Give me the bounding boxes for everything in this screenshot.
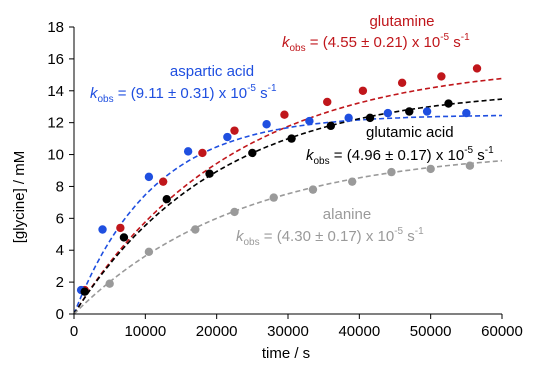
data-point-alanine xyxy=(426,164,435,174)
annotation-alanine: alanine kobs = (4.30 ± 0.17) x 10-5 s-1 xyxy=(236,206,424,248)
data-point-alanine xyxy=(144,247,154,257)
x-axis-title: time / s xyxy=(262,345,310,362)
y-tick-label: 4 xyxy=(56,242,64,259)
x-tick-label: 50000 xyxy=(410,323,452,340)
data-point-glutamic-acid xyxy=(287,134,296,143)
data-points xyxy=(76,64,482,296)
x-ticks: 0 10000 20000 30000 40000 50000 60000 xyxy=(70,314,523,340)
data-point-alanine xyxy=(105,279,114,288)
data-point-aspartic-acid xyxy=(262,120,271,129)
data-point-alanine xyxy=(308,185,318,194)
data-point-glutamic-acid xyxy=(365,113,375,123)
data-point-alanine xyxy=(269,193,278,202)
data-point-glutamic-acid xyxy=(205,169,214,178)
x-tick-label: 10000 xyxy=(124,323,166,340)
y-tick-label: 10 xyxy=(47,147,64,164)
data-point-glutamine xyxy=(397,78,407,88)
data-point-glutamine xyxy=(323,97,332,107)
data-point-glutamic-acid xyxy=(326,121,335,131)
y-tick-label: 18 xyxy=(47,19,64,36)
kobs-glutamine: kobs = (4.55 ± 0.21) x 10-5 s-1 xyxy=(282,32,470,54)
data-point-glutamic-acid xyxy=(119,233,129,242)
y-tick-label: 0 xyxy=(56,306,64,323)
x-tick-label: 20000 xyxy=(196,323,238,340)
data-point-glutamine xyxy=(198,148,207,158)
data-point-aspartic-acid xyxy=(344,113,353,123)
series-name-glutamic-acid: glutamic acid xyxy=(366,124,454,141)
data-point-glutamic-acid xyxy=(162,195,171,204)
annotation-glutamic-acid: glutamic acid kobs = (4.96 ± 0.17) x 10-… xyxy=(306,124,494,167)
data-point-alanine xyxy=(348,177,357,186)
data-point-aspartic-acid xyxy=(183,147,193,156)
series-name-alanine: alanine xyxy=(323,206,371,223)
data-point-aspartic-acid xyxy=(383,108,393,118)
kobs-glutamic-acid: kobs = (4.96 ± 0.17) x 10-5 s-1 xyxy=(306,145,494,167)
data-point-glutamic-acid xyxy=(444,99,453,108)
y-tick-label: 14 xyxy=(47,83,64,100)
annotation-glutamine: glutamine kobs = (4.55 ± 0.21) x 10-5 s-… xyxy=(282,13,470,54)
y-ticks: 0 2 4 6 8 10 12 14 16 18 xyxy=(47,19,74,323)
data-point-glutamine xyxy=(437,72,446,81)
data-point-aspartic-acid xyxy=(462,108,471,118)
y-tick-label: 2 xyxy=(56,274,64,291)
annotation-aspartic-acid: aspartic acid kobs = (9.11 ± 0.31) x 10-… xyxy=(90,63,277,105)
y-tick-label: 6 xyxy=(56,210,64,227)
x-tick-label: 0 xyxy=(70,323,78,340)
data-point-alanine xyxy=(191,225,200,234)
data-point-glutamine xyxy=(358,86,368,95)
data-point-alanine xyxy=(230,207,239,217)
series-name-glutamine: glutamine xyxy=(369,13,434,30)
data-point-alanine xyxy=(465,161,475,170)
kobs-aspartic-acid: kobs = (9.11 ± 0.31) x 10-5 s-1 xyxy=(90,83,277,105)
x-tick-label: 40000 xyxy=(338,323,380,340)
data-point-alanine xyxy=(387,167,396,177)
data-point-aspartic-acid xyxy=(422,107,432,116)
axes xyxy=(73,27,502,315)
data-point-aspartic-acid xyxy=(144,172,154,182)
y-tick-label: 12 xyxy=(47,115,64,132)
data-point-glutamic-acid xyxy=(248,148,257,158)
data-point-glutamic-acid xyxy=(80,287,89,296)
y-tick-label: 8 xyxy=(56,178,64,195)
kobs-alanine: kobs = (4.30 ± 0.17) x 10-5 s-1 xyxy=(236,226,424,248)
data-point-aspartic-acid xyxy=(98,225,107,234)
data-point-glutamine xyxy=(158,177,168,186)
fit-curve-aspartic-acid xyxy=(73,114,503,315)
data-point-glutamine xyxy=(472,64,482,73)
data-point-aspartic-acid xyxy=(223,132,232,142)
y-tick-label: 16 xyxy=(47,51,64,68)
data-point-glutamine xyxy=(230,126,239,135)
data-point-glutamine xyxy=(280,110,289,119)
x-tick-label: 60000 xyxy=(481,323,523,340)
data-point-glutamic-acid xyxy=(405,107,414,116)
y-axis-title: [glycine] / mM xyxy=(11,151,28,244)
data-point-aspartic-acid xyxy=(305,116,314,126)
data-point-glutamine xyxy=(116,223,125,233)
x-tick-label: 30000 xyxy=(267,323,309,340)
series-name-aspartic-acid: aspartic acid xyxy=(170,63,254,80)
fit-curve-glutamine xyxy=(73,77,503,315)
